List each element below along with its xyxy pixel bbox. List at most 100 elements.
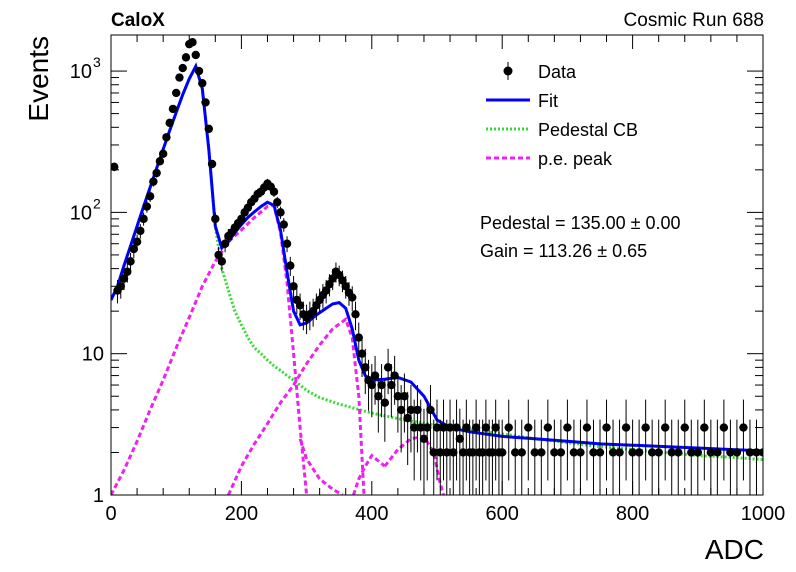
data-point [628,448,637,457]
data-point [341,282,350,291]
data-point [498,448,507,457]
data-point [123,267,132,276]
data-point [269,187,279,196]
curve-p-e-peak-3 [298,438,344,495]
data-point [452,423,461,432]
data-point [530,448,539,457]
gain-annotation: Gain = 113.26 ± 0.65 [480,241,647,261]
data-point [351,310,360,319]
data-point [423,423,432,432]
plot-frame [110,34,764,496]
curve-fit [111,62,763,453]
data-point [491,423,500,432]
data-point [155,157,165,166]
data-point [172,88,181,98]
data-point [367,380,376,390]
data-point [126,257,135,266]
data-point [429,448,438,457]
data-point [129,244,139,254]
data-point [563,423,572,432]
data-point [442,448,451,457]
data-point [152,168,161,178]
data-point [198,79,207,88]
data-point [726,448,735,457]
y-tick-exponent: 2 [93,195,101,211]
y-tick-exponent: 3 [93,54,101,70]
data-point [595,448,605,457]
data-point [511,448,520,457]
data-point [455,434,465,443]
data-point [719,423,729,432]
data-point [217,257,227,266]
data-point [361,363,370,372]
data-point [462,423,471,432]
chart-title-left: CaloX [111,10,165,31]
data-point [406,405,416,415]
data-point [178,63,187,73]
data-point [162,133,171,142]
data-point [449,448,458,457]
y-tick-label: 10 [82,344,104,366]
data-point [661,423,670,432]
data-point [436,448,445,457]
data-point [732,448,742,457]
data-point [276,208,285,217]
data-point [204,124,213,134]
data-point [282,239,292,248]
data-point [445,423,455,432]
data-point [413,405,422,415]
data-point [201,98,210,107]
data-point [220,239,230,248]
data-layer [111,38,763,495]
data-point [165,118,174,128]
data-point [745,448,755,457]
data-point [537,448,546,457]
data-point [357,349,367,358]
data-point [641,423,650,432]
y-tick-label: 10 [70,61,92,83]
legend-label: Data [538,62,577,82]
data-point [687,448,696,457]
data-point [354,333,363,342]
curve-p-e-peak-1 [111,203,309,495]
data-point [289,282,298,291]
legend-label: Fit [538,91,558,111]
data-point [680,423,689,432]
x-tick-label: 1000 [741,503,786,525]
data-point [111,162,119,172]
y-tick-label: 10 [70,202,92,224]
data-point [426,405,435,415]
data-point [158,149,168,158]
data-point [377,380,386,390]
x-tick-label: 600 [486,503,519,525]
data-point [713,448,722,457]
data-point [667,448,676,457]
data-point [439,423,448,432]
x-tick-label: 200 [225,503,258,525]
data-point [387,380,396,390]
data-point [348,293,357,302]
data-point [374,392,383,401]
data-point [383,363,393,372]
data-point [654,448,663,457]
data-point [700,423,709,432]
data-point [214,250,223,260]
data-point [286,261,295,270]
data-point [116,282,125,291]
data-point [380,398,390,407]
data-point [634,448,644,457]
data-point [524,423,533,432]
chart-title-right: Cosmic Run 688 [624,10,764,31]
data-point [175,73,184,82]
data-point [400,392,409,401]
data-point [621,423,631,432]
data-point [295,301,305,310]
data-point [582,423,592,432]
data-point [647,448,657,457]
y-tick-label: 1 [93,485,104,507]
data-point [602,423,611,432]
data-point [168,104,178,114]
x-tick-label: 400 [355,503,388,525]
data-point [370,371,380,380]
data-point [458,448,468,457]
